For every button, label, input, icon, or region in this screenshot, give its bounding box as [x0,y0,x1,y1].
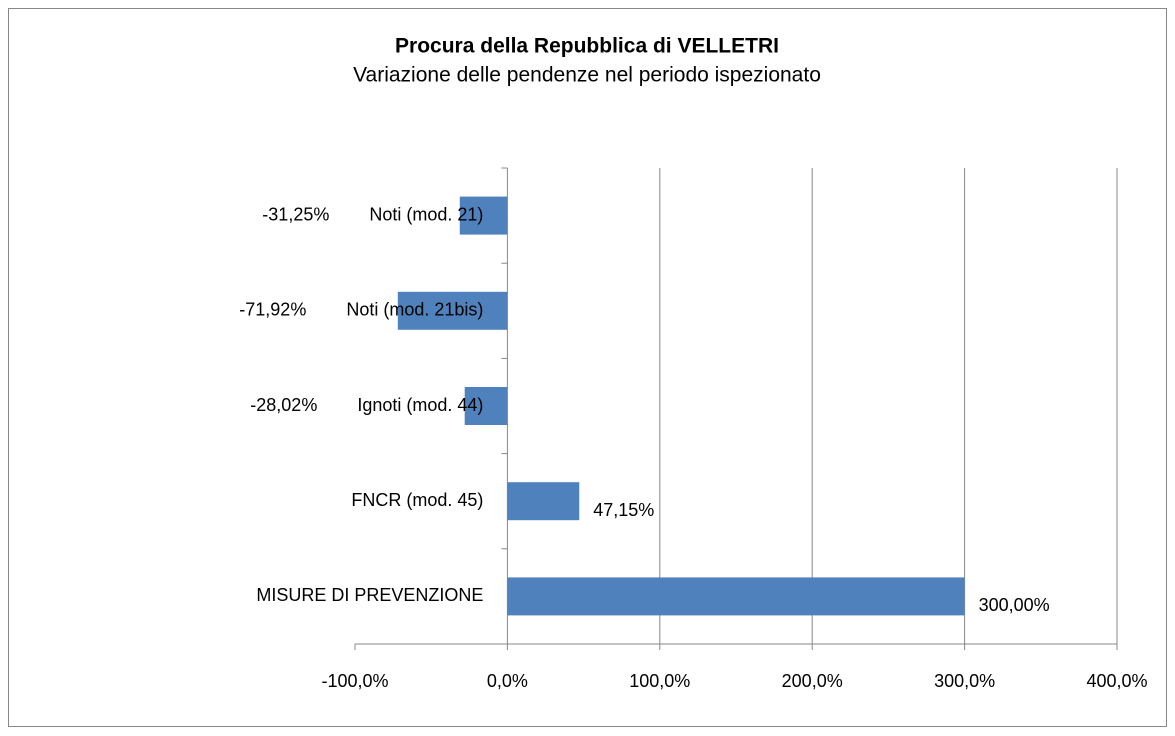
y-tick-label: Noti (mod. 21bis) [346,300,483,320]
value-label: -31,25% [262,204,329,224]
bar [507,482,580,521]
y-tick-label: Ignoti (mod. 44) [357,395,483,415]
chart-border [8,8,1167,727]
x-tick-label: 0,0% [487,671,528,691]
x-tick-label: 400,0% [1086,671,1147,691]
bar [507,577,965,616]
value-label: 300,00% [979,595,1050,615]
value-label: -28,02% [250,395,317,415]
bar [464,387,508,425]
value-label: -71,92% [239,300,306,320]
value-label: 47,15% [593,500,654,520]
x-tick-label: 200,0% [782,671,843,691]
x-tick-label: 100,0% [629,671,690,691]
chart-subtitle: Variazione delle pendenze nel periodo is… [353,64,821,87]
y-tick-label: FNCR (mod. 45) [351,490,483,510]
x-tick-label: 300,0% [934,671,995,691]
y-tick-label: Noti (mod. 21) [369,204,483,224]
y-tick-label: MISURE DI PREVENZIONE [256,585,483,605]
chart-title: Procura della Repubblica di VELLETRI [395,35,779,58]
bar [459,196,508,235]
x-tick-label: -100,0% [321,671,388,691]
bar [397,291,508,330]
